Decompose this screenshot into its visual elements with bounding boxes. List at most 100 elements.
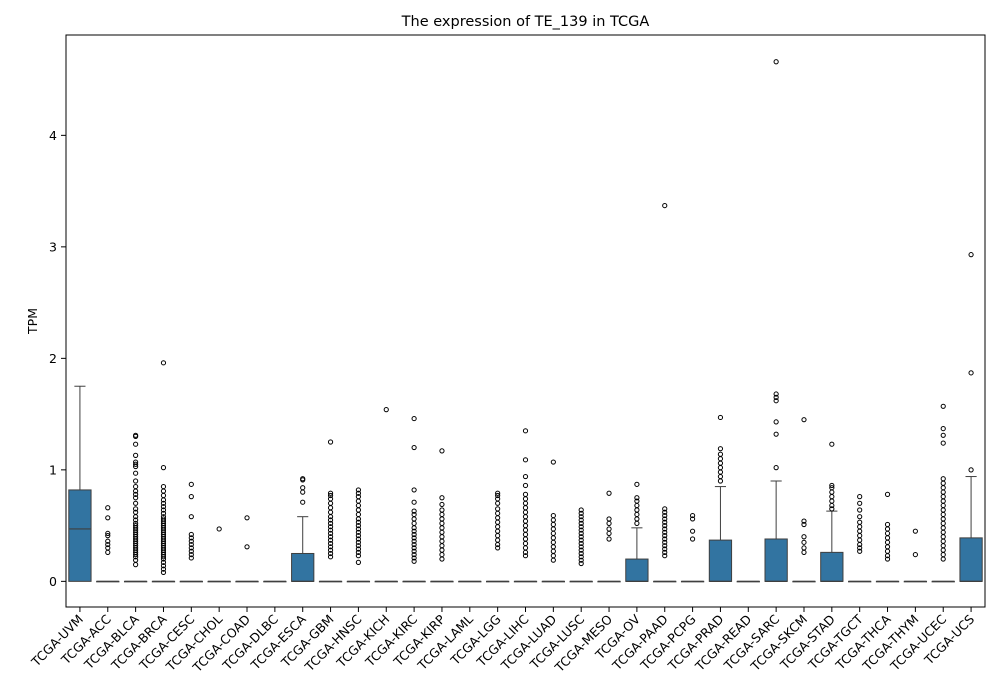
outlier-point: [439, 543, 445, 549]
outlier-point: [105, 505, 111, 511]
outlier-point: [105, 533, 111, 539]
outlier-point: [495, 506, 501, 512]
outlier-point: [495, 500, 501, 506]
outlier-point: [884, 539, 891, 545]
outlier-point: [578, 517, 584, 523]
outlier-point: [940, 440, 946, 446]
outlier-point: [522, 457, 529, 463]
outlier-point: [801, 539, 807, 545]
outlier-point: [606, 490, 612, 496]
outlier-point: [634, 511, 640, 518]
outlier-point: [578, 544, 584, 550]
outlier-point: [439, 448, 445, 454]
outlier-point: [188, 494, 194, 500]
outlier-point: [940, 529, 946, 535]
outlier-point: [940, 543, 946, 549]
outlier-point: [327, 500, 334, 506]
outlier-point: [327, 534, 334, 540]
outlier-point: [439, 551, 445, 558]
outlier-point: [411, 558, 417, 564]
outlier-point: [717, 451, 724, 457]
outlier-point: [662, 546, 668, 552]
outlier-point: [662, 512, 668, 519]
outlier-point: [411, 538, 417, 544]
outlier-point: [717, 414, 724, 421]
outlier-point: [133, 433, 139, 440]
outlier-point: [857, 537, 863, 543]
outlier-point: [634, 502, 640, 509]
outlier-point: [160, 556, 167, 562]
outlier-point: [355, 507, 362, 513]
outlier-point: [550, 553, 556, 559]
outlier-point: [522, 531, 529, 538]
outlier-point: [940, 534, 946, 540]
outlier-point: [634, 481, 640, 487]
outlier-point: [801, 549, 807, 555]
outlier-point: [411, 535, 417, 541]
outlier-point: [327, 509, 334, 515]
outlier-point: [550, 530, 556, 537]
outlier-point: [717, 478, 724, 484]
outlier-point: [327, 505, 334, 511]
outlier-point: [522, 473, 529, 480]
outlier-point: [355, 490, 362, 496]
outlier-point: [773, 391, 779, 397]
y-tick-label: 2: [49, 351, 57, 366]
outlier-point: [634, 495, 640, 501]
outlier-point: [968, 467, 974, 473]
outlier-point: [857, 519, 863, 525]
outlier-point: [300, 485, 306, 491]
outlier-point: [355, 539, 362, 545]
outlier-point: [662, 523, 668, 529]
outlier-point: [327, 550, 334, 557]
outlier-point: [355, 498, 362, 504]
outlier-point: [160, 465, 167, 471]
outlier-point: [133, 478, 139, 484]
outlier-point: [578, 520, 584, 526]
outlier-point: [495, 490, 501, 496]
outlier-point: [578, 524, 584, 530]
outlier-point: [105, 549, 111, 555]
outlier-point: [495, 545, 501, 551]
outlier-point: [327, 530, 334, 537]
outlier-point: [662, 543, 668, 549]
outlier-point: [662, 533, 668, 539]
outlier-point: [188, 535, 194, 541]
outlier-point: [411, 545, 417, 551]
y-tick-label: 0: [49, 574, 57, 589]
outlier-point: [857, 533, 863, 539]
outlier-point: [522, 428, 529, 434]
outlier-point: [689, 516, 696, 522]
outlier-point: [773, 398, 779, 404]
outlier-point: [857, 548, 863, 554]
outlier-point: [829, 506, 835, 512]
outlier-point: [829, 502, 835, 509]
box-TCGA-STAD: [820, 551, 844, 582]
outlier-point: [160, 360, 167, 366]
outlier-point: [940, 498, 946, 504]
outlier-point: [439, 507, 445, 513]
chart-title: The expression of TE_139 in TCGA: [401, 14, 650, 30]
outlier-point: [522, 491, 529, 497]
outlier-point: [160, 559, 167, 565]
outlier-point: [829, 482, 835, 489]
box-TCGA-ESCA: [291, 552, 315, 582]
outlier-point: [522, 509, 529, 515]
outlier-point: [160, 566, 167, 572]
outlier-point: [160, 500, 167, 506]
outlier-point: [355, 546, 362, 552]
outlier-point: [940, 551, 946, 558]
outlier-point: [327, 554, 334, 560]
outlier-point: [355, 553, 362, 559]
box-TCGA-OV: [625, 558, 649, 582]
outlier-point: [355, 526, 362, 532]
outlier-point: [773, 394, 779, 400]
outlier-point: [662, 539, 668, 545]
outlier-point: [522, 496, 529, 502]
outlier-point: [495, 519, 501, 525]
outlier-point: [355, 519, 362, 525]
outlier-point: [606, 520, 612, 526]
outlier-point: [411, 555, 417, 561]
outlier-point: [857, 545, 863, 551]
outlier-point: [550, 535, 556, 541]
